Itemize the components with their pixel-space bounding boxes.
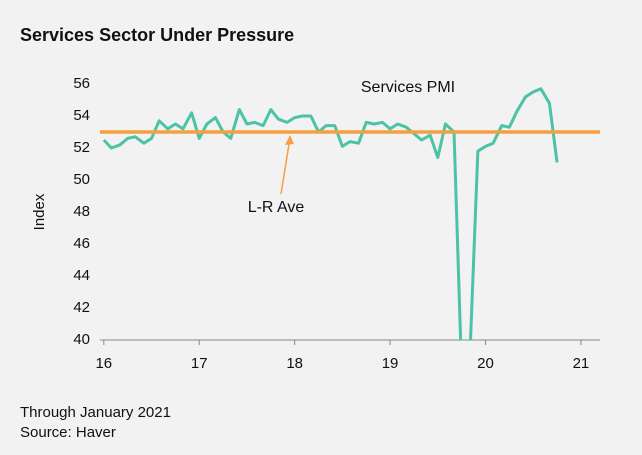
reference-label: L-R Ave	[248, 199, 305, 216]
y-tick-label: 48	[73, 203, 90, 220]
y-tick-label: 54	[73, 107, 90, 124]
y-axis-label: Index	[31, 193, 48, 230]
arrow-head	[285, 135, 294, 145]
annotation-arrow	[280, 137, 291, 195]
x-tick-label: 20	[477, 355, 494, 372]
y-tick-label: 44	[73, 267, 90, 284]
x-tick-label: 21	[573, 355, 590, 372]
y-tick-label: 52	[73, 139, 90, 156]
x-tick-label: 19	[382, 355, 399, 372]
x-tick-label: 17	[191, 355, 208, 372]
y-tick-label: 46	[73, 235, 90, 252]
chart-title: Services Sector Under Pressure	[20, 25, 294, 45]
series-line	[102, 87, 559, 340]
series-label: Services PMI	[361, 79, 455, 96]
y-tick-label: 50	[73, 171, 90, 188]
x-tick-label: 18	[286, 355, 303, 372]
x-tick-label: 16	[95, 355, 112, 372]
y-tick-label: 40	[73, 331, 90, 348]
note: Source: Haver	[20, 424, 116, 441]
note: Through January 2021	[20, 404, 171, 421]
y-tick-label: 56	[73, 75, 90, 92]
y-tick-label: 42	[73, 299, 90, 316]
